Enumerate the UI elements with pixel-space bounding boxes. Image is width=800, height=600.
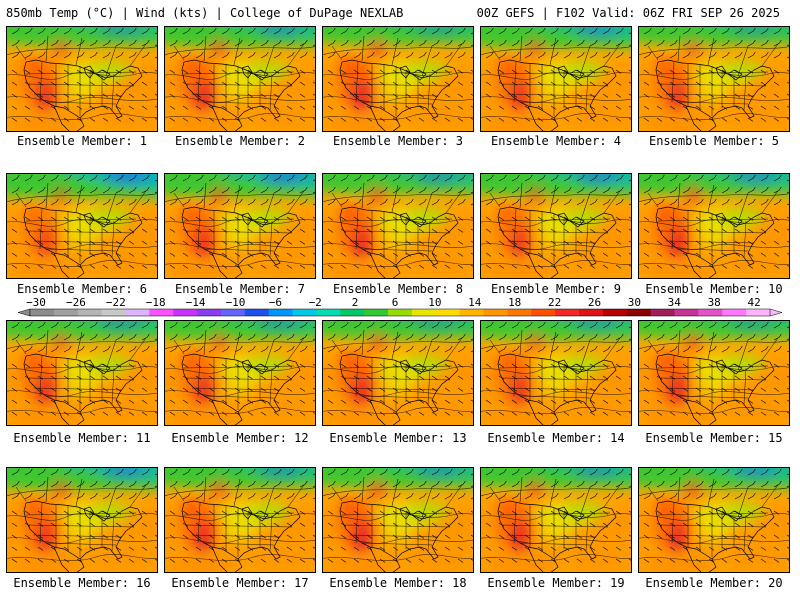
colorbar-swatch xyxy=(125,309,150,316)
ensemble-member-map xyxy=(6,467,158,573)
colorbar-swatch xyxy=(459,309,484,316)
colorbar-swatch xyxy=(173,309,198,316)
colorbar-left-arrow xyxy=(17,308,31,317)
colorbar-swatch xyxy=(579,309,604,316)
ensemble-member-label: Ensemble Member: 6 xyxy=(16,282,148,296)
colorbar-swatch xyxy=(555,309,580,316)
colorbar-swatch xyxy=(435,309,460,316)
colorbar-swatch xyxy=(650,309,675,316)
colorbar-swatch xyxy=(364,309,389,316)
ensemble-member-label: Ensemble Member: 3 xyxy=(332,134,464,148)
colorbar-swatch xyxy=(30,309,55,316)
colorbar-swatch xyxy=(746,309,771,316)
colorbar-swatch xyxy=(244,309,270,316)
ensemble-member-label: Ensemble Member: 18 xyxy=(329,576,467,590)
ensemble-member-label: Ensemble Member: 12 xyxy=(171,431,309,445)
colorbar-svg: −30 −26 −22 −18 −14 −10 −6 −2 2 6 10 14 18 22 26 30 34 38… xyxy=(17,296,783,317)
ensemble-member-map xyxy=(6,320,158,426)
colorbar-tick-label: 2 xyxy=(352,296,359,309)
ensemble-member-label: Ensemble Member: 15 xyxy=(645,431,783,445)
colorbar-tick-label: 22 xyxy=(548,296,561,309)
colorbar-swatch xyxy=(698,309,723,316)
colorbar-swatch xyxy=(626,309,651,316)
ensemble-member-map xyxy=(6,26,158,132)
colorbar-tick-label: 14 xyxy=(468,296,482,309)
colorbar-tick-label: 30 xyxy=(628,296,641,309)
ensemble-member-map xyxy=(480,26,632,132)
ensemble-member-map xyxy=(164,173,316,279)
colorbar-swatch xyxy=(722,309,747,316)
ensemble-member-map xyxy=(322,467,474,573)
ensemble-member-map xyxy=(480,320,632,426)
ensemble-member-label: Ensemble Member: 9 xyxy=(490,282,622,296)
ensemble-member-map xyxy=(164,467,316,573)
ensemble-member-map xyxy=(322,26,474,132)
colorbar-tick-label: −2 xyxy=(309,296,322,309)
ensemble-member-label: Ensemble Member: 4 xyxy=(490,134,622,148)
colorbar-tick-label: −22 xyxy=(106,296,126,309)
ensemble-member-label: Ensemble Member: 11 xyxy=(13,431,151,445)
colorbar-tick-label: −14 xyxy=(186,296,206,309)
colorbar-tick-label: 42 xyxy=(747,296,760,309)
ensemble-member-label: Ensemble Member: 17 xyxy=(171,576,309,590)
colorbar-swatch xyxy=(77,309,102,316)
ensemble-member-label: Ensemble Member: 16 xyxy=(13,576,151,590)
colorbar-swatch xyxy=(197,309,222,316)
ensemble-member-map xyxy=(6,173,158,279)
colorbar-swatch xyxy=(531,309,556,316)
colorbar-swatch xyxy=(149,309,174,316)
colorbar-swatch xyxy=(292,309,317,316)
valid-time: 00Z GEFS | F102 Valid: 06Z FRI SEP 26 20… xyxy=(476,6,780,20)
ensemble-member-label: Ensemble Member: 7 xyxy=(174,282,306,296)
ensemble-member-label: Ensemble Member: 19 xyxy=(487,576,625,590)
colorbar-swatch xyxy=(101,309,126,316)
ensemble-member-map xyxy=(322,173,474,279)
colorbar-tick-label: −18 xyxy=(146,296,166,309)
colorbar-swatch xyxy=(340,309,365,316)
colorbar-swatch xyxy=(388,309,413,316)
colorbar-tick-label: 6 xyxy=(392,296,399,309)
temperature-colorbar: −30 −26 −22 −18 −14 −10 −6 −2 2 6 10 14 18 22 26 30 34 38… xyxy=(0,296,800,320)
colorbar-tick-label: 38 xyxy=(708,296,721,309)
colorbar-swatch xyxy=(411,309,437,316)
colorbar-tick-label: 26 xyxy=(588,296,601,309)
colorbar-tick-label: −26 xyxy=(66,296,86,309)
colorbar-right-arrow xyxy=(769,308,783,317)
ensemble-member-label: Ensemble Member: 1 xyxy=(16,134,148,148)
colorbar-swatch xyxy=(53,309,79,316)
ensemble-member-map xyxy=(164,26,316,132)
ensemble-member-label: Ensemble Member: 10 xyxy=(645,282,783,296)
colorbar-tick-label: 18 xyxy=(508,296,521,309)
ensemble-member-map xyxy=(638,320,790,426)
ensemble-member-label: Ensemble Member: 2 xyxy=(174,134,306,148)
ensemble-member-label: Ensemble Member: 5 xyxy=(648,134,780,148)
colorbar-tick-label: 10 xyxy=(428,296,441,309)
ensemble-member-map xyxy=(480,467,632,573)
ensemble-member-map xyxy=(164,320,316,426)
colorbar-swatch xyxy=(602,309,628,316)
colorbar-swatch xyxy=(220,309,246,316)
ensemble-member-map xyxy=(480,173,632,279)
colorbar-swatch xyxy=(268,309,293,316)
colorbar-tick-label: −6 xyxy=(269,296,282,309)
chart-title: 850mb Temp (°C) | Wind (kts) | College o… xyxy=(6,6,404,20)
ensemble-member-label: Ensemble Member: 20 xyxy=(645,576,783,590)
colorbar-tick-label: −10 xyxy=(226,296,246,309)
colorbar-tick-label: −30 xyxy=(26,296,46,309)
colorbar-swatch xyxy=(483,309,508,316)
ensemble-member-map xyxy=(638,26,790,132)
colorbar-swatch xyxy=(507,309,532,316)
ensemble-member-map xyxy=(638,467,790,573)
ensemble-member-label: Ensemble Member: 13 xyxy=(329,431,467,445)
colorbar-tick-label: 34 xyxy=(668,296,682,309)
ensemble-member-label: Ensemble Member: 14 xyxy=(487,431,625,445)
ensemble-member-map xyxy=(322,320,474,426)
ensemble-member-label: Ensemble Member: 8 xyxy=(332,282,464,296)
colorbar-swatch xyxy=(674,309,699,316)
ensemble-member-map xyxy=(638,173,790,279)
colorbar-swatch xyxy=(316,309,341,316)
